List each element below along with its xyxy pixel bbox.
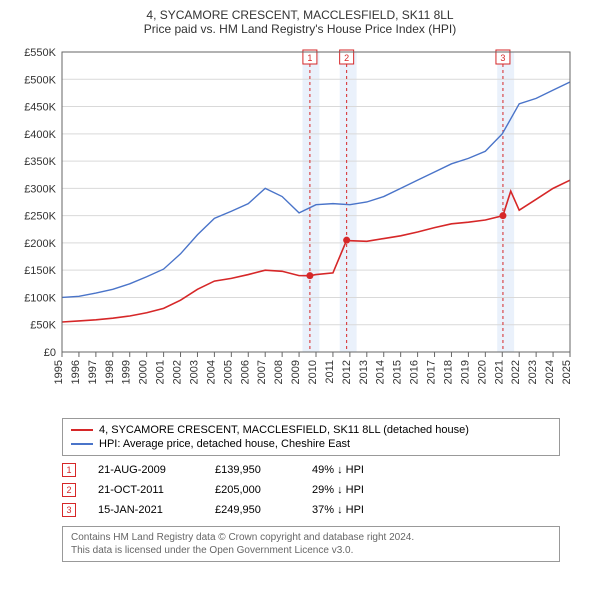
page-subtitle: Price paid vs. HM Land Registry's House … (10, 22, 590, 36)
price-chart: £0 £50K £100K £150K £200K £250K £300K £350K £400… (10, 42, 590, 412)
svg-text:1997: 1997 (87, 360, 99, 384)
svg-text:£550K: £550K (24, 47, 56, 59)
svg-text:2016: 2016 (409, 360, 421, 384)
legend-swatch-property (71, 429, 93, 431)
svg-text:2011: 2011 (324, 360, 336, 384)
footnote-line2: This data is licensed under the Open Gov… (71, 544, 551, 557)
event-date: 21-AUG-2009 (98, 464, 193, 476)
svg-text:£200K: £200K (24, 238, 56, 250)
svg-text:2017: 2017 (426, 360, 438, 384)
svg-text:2009: 2009 (290, 360, 302, 384)
event-date: 15-JAN-2021 (98, 504, 193, 516)
svg-text:£300K: £300K (24, 183, 56, 195)
event-marker-icon: 2 (62, 483, 76, 497)
svg-text:2013: 2013 (358, 360, 370, 384)
svg-text:£150K: £150K (24, 265, 56, 277)
svg-text:2022: 2022 (510, 360, 522, 384)
svg-text:2002: 2002 (172, 360, 184, 384)
footnote-line1: Contains HM Land Registry data © Crown c… (71, 531, 551, 544)
svg-text:£450K: £450K (24, 102, 56, 114)
svg-text:£500K: £500K (24, 74, 56, 86)
svg-text:1: 1 (307, 53, 312, 63)
svg-text:£50K: £50K (30, 320, 56, 332)
svg-text:2008: 2008 (273, 360, 285, 384)
svg-text:2020: 2020 (476, 360, 488, 384)
events-table: 1 21-AUG-2009 £139,950 49% ↓ HPI 2 21-OCT-201… (62, 460, 560, 520)
svg-text:2015: 2015 (392, 360, 404, 384)
svg-text:3: 3 (500, 53, 505, 63)
legend: 4, SYCAMORE CRESCENT, MACCLESFIELD, SK11… (62, 418, 560, 456)
svg-text:£350K: £350K (24, 156, 56, 168)
event-delta: 29% ↓ HPI (312, 484, 364, 496)
event-marker-icon: 1 (62, 463, 76, 477)
svg-text:2000: 2000 (138, 360, 150, 384)
legend-label-property: 4, SYCAMORE CRESCENT, MACCLESFIELD, SK11… (99, 424, 469, 436)
svg-text:£400K: £400K (24, 129, 56, 141)
footnote: Contains HM Land Registry data © Crown c… (62, 526, 560, 562)
svg-text:1995: 1995 (53, 360, 65, 384)
page-title: 4, SYCAMORE CRESCENT, MACCLESFIELD, SK11… (10, 8, 590, 22)
svg-text:2006: 2006 (239, 360, 251, 384)
svg-text:1998: 1998 (104, 360, 116, 384)
svg-text:2012: 2012 (341, 360, 353, 384)
event-row: 3 15-JAN-2021 £249,950 37% ↓ HPI (62, 500, 560, 520)
legend-label-hpi: HPI: Average price, detached house, Ches… (99, 438, 350, 450)
legend-row-hpi: HPI: Average price, detached house, Ches… (71, 437, 551, 451)
svg-text:2021: 2021 (493, 360, 505, 384)
svg-text:2024: 2024 (544, 360, 556, 384)
svg-text:2018: 2018 (442, 360, 454, 384)
event-date: 21-OCT-2011 (98, 484, 193, 496)
svg-text:2019: 2019 (459, 360, 471, 384)
svg-text:2023: 2023 (527, 360, 539, 384)
svg-text:1999: 1999 (121, 360, 133, 384)
svg-text:1996: 1996 (70, 360, 82, 384)
svg-text:2: 2 (344, 53, 349, 63)
svg-text:£250K: £250K (24, 211, 56, 223)
event-delta: 49% ↓ HPI (312, 464, 364, 476)
svg-text:2001: 2001 (155, 360, 167, 384)
svg-text:2014: 2014 (375, 360, 387, 384)
event-row: 1 21-AUG-2009 £139,950 49% ↓ HPI (62, 460, 560, 480)
svg-text:2007: 2007 (256, 360, 268, 384)
svg-text:£100K: £100K (24, 292, 56, 304)
event-price: £205,000 (215, 484, 290, 496)
svg-text:2025: 2025 (561, 360, 573, 384)
legend-swatch-hpi (71, 443, 93, 445)
svg-text:2005: 2005 (222, 360, 234, 384)
svg-text:2003: 2003 (188, 360, 200, 384)
legend-row-property: 4, SYCAMORE CRESCENT, MACCLESFIELD, SK11… (71, 423, 551, 437)
event-price: £249,950 (215, 504, 290, 516)
event-delta: 37% ↓ HPI (312, 504, 364, 516)
svg-text:2004: 2004 (205, 360, 217, 384)
event-marker-icon: 3 (62, 503, 76, 517)
event-row: 2 21-OCT-2011 £205,000 29% ↓ HPI (62, 480, 560, 500)
svg-text:2010: 2010 (307, 360, 319, 384)
svg-text:£0: £0 (44, 347, 56, 359)
event-price: £139,950 (215, 464, 290, 476)
